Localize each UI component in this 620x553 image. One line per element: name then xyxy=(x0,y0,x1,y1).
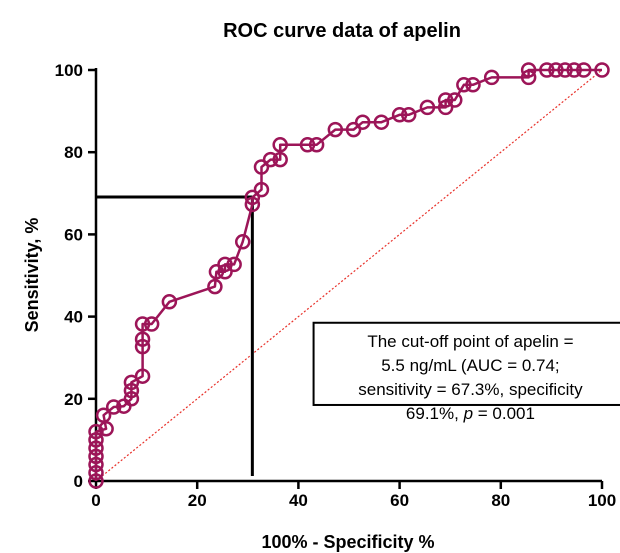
x-tick-label-60: 60 xyxy=(390,491,409,510)
roc-point-43 xyxy=(437,92,454,108)
roc-point-42 xyxy=(437,99,454,116)
roc-point-52 xyxy=(557,62,573,78)
roc-point-19 xyxy=(161,294,178,310)
roc-point-2 xyxy=(88,456,104,473)
roc-point-26 xyxy=(244,196,261,213)
roc-point-38 xyxy=(373,114,390,130)
x-tick-label-40: 40 xyxy=(289,491,308,510)
roc-point-28 xyxy=(253,181,270,198)
roc-point-1 xyxy=(88,465,104,481)
roc-point-45 xyxy=(456,77,472,93)
roc-point-15 xyxy=(134,338,151,355)
roc-point-47 xyxy=(483,69,500,86)
roc-point-12 xyxy=(123,382,140,399)
roc-point-3 xyxy=(88,448,104,465)
roc-point-14 xyxy=(134,368,151,384)
roc-point-54 xyxy=(576,62,592,78)
roc-point-44 xyxy=(447,92,463,108)
roc-point-35 xyxy=(327,121,344,138)
roc-point-5 xyxy=(88,432,104,448)
roc-point-36 xyxy=(345,121,362,138)
roc-point-20 xyxy=(207,278,223,295)
x-tick-label-80: 80 xyxy=(491,491,510,510)
y-tick-label-60: 60 xyxy=(64,225,83,244)
y-tick-label-40: 40 xyxy=(64,308,83,327)
roc-point-40 xyxy=(400,107,417,123)
annotation-line-0: The cut-off point of apelin = xyxy=(367,332,573,351)
y-tick-label-100: 100 xyxy=(55,61,83,80)
roc-point-16 xyxy=(134,331,151,347)
plot-area: 0 20 40 60 80 100 0 20 40 60 80 100 The cut-off poin… xyxy=(55,61,620,510)
roc-point-46 xyxy=(465,77,481,93)
roc-point-4 xyxy=(88,440,104,456)
roc-point-0 xyxy=(88,473,104,489)
roc-point-50 xyxy=(539,62,555,78)
roc-point-34 xyxy=(308,137,325,153)
x-tick-label-0: 0 xyxy=(91,491,100,510)
x-tick-label-20: 20 xyxy=(188,491,207,510)
roc-point-55 xyxy=(594,62,610,78)
roc-point-9 xyxy=(105,399,122,415)
roc-point-48 xyxy=(520,69,537,86)
roc-point-22 xyxy=(217,264,233,280)
roc-point-33 xyxy=(299,137,316,153)
roc-point-37 xyxy=(354,114,371,130)
annotation-line-3: 69.1%, p = 0.001 xyxy=(406,404,535,423)
roc-point-32 xyxy=(272,137,288,153)
y-tick-label-0: 0 xyxy=(74,472,83,491)
roc-point-53 xyxy=(566,62,582,78)
roc-point-17 xyxy=(134,316,151,332)
y-tick-label-80: 80 xyxy=(64,143,83,162)
roc-point-29 xyxy=(253,159,270,175)
x-tick-label-100: 100 xyxy=(588,491,616,510)
roc-point-24 xyxy=(226,256,242,273)
roc-point-39 xyxy=(391,107,408,123)
y-tick-label-20: 20 xyxy=(64,390,83,409)
roc-point-18 xyxy=(143,316,160,332)
roc-point-8 xyxy=(95,407,112,423)
roc-point-6 xyxy=(88,423,104,440)
reference-diagonal-line xyxy=(95,69,603,482)
annotation-line-1: 5.5 ng/mL (AUC = 0.74; xyxy=(381,356,559,375)
roc-point-11 xyxy=(123,391,140,407)
roc-point-51 xyxy=(548,62,564,78)
y-axis-label: Sensitivity, % xyxy=(22,218,42,333)
roc-point-31 xyxy=(272,151,288,168)
chart-title: ROC curve data of apelin xyxy=(223,20,461,42)
roc-point-27 xyxy=(244,189,261,206)
roc-point-25 xyxy=(234,234,251,250)
roc-point-23 xyxy=(217,256,233,273)
roc-point-49 xyxy=(520,62,537,78)
annotation-box xyxy=(312,321,620,406)
roc-point-41 xyxy=(419,99,436,116)
annotation-line-2: sensitivity = 67.3%, specificity xyxy=(358,380,583,399)
x-axis-label: 100% - Specificity % xyxy=(261,532,434,552)
roc-point-30 xyxy=(262,151,279,168)
